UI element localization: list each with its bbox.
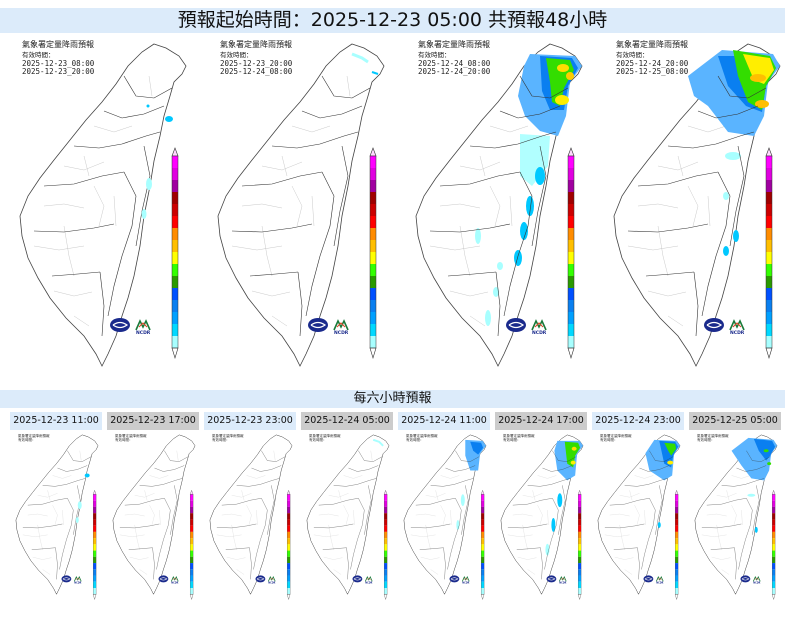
- six-hour-map-panel[interactable]: 氣象署定量降雨預報 有效時間：: [687, 430, 784, 610]
- forecast-start-title: 預報起始時間：2025-12-23 05:00 共預報48小時: [0, 8, 785, 33]
- map-caption: 氣象署定量降雨預報 有效時間：: [115, 434, 147, 443]
- six-hour-map-panel[interactable]: 氣象署定量降雨預報 有效時間：: [493, 430, 590, 610]
- forecast-map-panel[interactable]: 氣象署定量降雨預報 有效時間： 2025-12-24_20:00 2025-12…: [598, 36, 794, 381]
- six-hour-map-panel[interactable]: 氣象署定量降雨預報 有效時間：: [299, 430, 396, 610]
- six-hour-tabs: 2025-12-23 11:00 2025-12-23 17:00 2025-1…: [0, 412, 800, 430]
- 12hr-forecast-maps: 氣象署定量降雨預報 有效時間： 2025-12-23_08:00 2025-12…: [0, 36, 800, 381]
- six-hour-map-panel[interactable]: 氣象署定量降雨預報 有效時間：: [105, 430, 202, 610]
- six-hour-map-panel[interactable]: 氣象署定量降雨預報 有效時間：: [590, 430, 687, 610]
- map-caption: 氣象署定量降雨預報 有效時間： 2025-12-24_20:00 2025-12…: [616, 40, 689, 76]
- tab-2025-12-24-0500[interactable]: 2025-12-24 05:00: [301, 412, 393, 430]
- tab-2025-12-24-1100[interactable]: 2025-12-24 11:00: [398, 412, 490, 430]
- tab-2025-12-25-0500[interactable]: 2025-12-25 05:00: [689, 412, 781, 430]
- forecast-map-panel[interactable]: 氣象署定量降雨預報 有效時間： 2025-12-24_08:00 2025-12…: [400, 36, 596, 381]
- map-caption: 氣象署定量降雨預報 有效時間：: [503, 434, 535, 443]
- tab-2025-12-24-2300[interactable]: 2025-12-24 23:00: [592, 412, 684, 430]
- map-caption: 氣象署定量降雨預報 有效時間： 2025-12-23_08:00 2025-12…: [22, 40, 95, 76]
- map-caption: 氣象署定量降雨預報 有效時間： 2025-12-24_08:00 2025-12…: [418, 40, 491, 76]
- tab-2025-12-23-1700[interactable]: 2025-12-23 17:00: [107, 412, 199, 430]
- six-hour-map-panel[interactable]: 氣象署定量降雨預報 有效時間：: [8, 430, 105, 610]
- six-hour-map-panel[interactable]: 氣象署定量降雨預報 有效時間：: [202, 430, 299, 610]
- forecast-map-panel[interactable]: 氣象署定量降雨預報 有效時間： 2025-12-23_20:00 2025-12…: [202, 36, 398, 381]
- map-caption: 氣象署定量降雨預報 有效時間：: [309, 434, 341, 443]
- tab-2025-12-24-1700[interactable]: 2025-12-24 17:00: [495, 412, 587, 430]
- map-caption: 氣象署定量降雨預報 有效時間： 2025-12-23_20:00 2025-12…: [220, 40, 293, 76]
- six-hour-map-panel[interactable]: 氣象署定量降雨預報 有效時間：: [396, 430, 493, 610]
- map-caption: 氣象署定量降雨預報 有效時間：: [600, 434, 632, 443]
- tab-2025-12-23-2300[interactable]: 2025-12-23 23:00: [204, 412, 296, 430]
- tab-2025-12-23-1100[interactable]: 2025-12-23 11:00: [10, 412, 102, 430]
- six-hour-forecast-maps: 氣象署定量降雨預報 有效時間： 氣象署定量降雨預報 有效時間： 氣象署定量降雨預報有…: [0, 430, 800, 610]
- map-caption: 氣象署定量降雨預報 有效時間：: [212, 434, 244, 443]
- six-hour-section-title: 每六小時預報: [0, 390, 785, 408]
- map-caption: 氣象署定量降雨預報 有效時間：: [406, 434, 438, 443]
- forecast-map-panel[interactable]: 氣象署定量降雨預報 有效時間： 2025-12-23_08:00 2025-12…: [4, 36, 200, 381]
- map-caption: 氣象署定量降雨預報 有效時間：: [18, 434, 50, 443]
- map-caption: 氣象署定量降雨預報 有效時間：: [697, 434, 729, 443]
